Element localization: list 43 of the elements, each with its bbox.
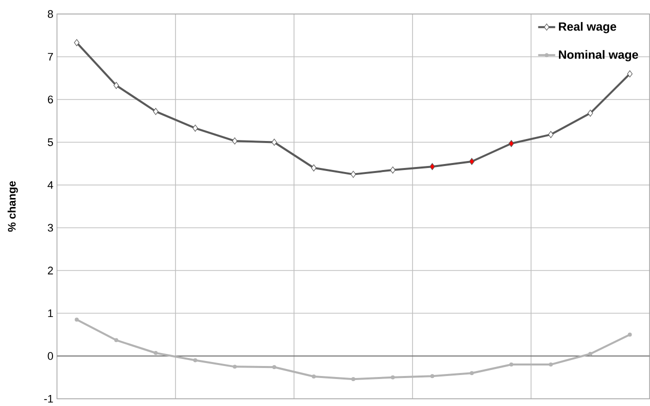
y-tick-label: 6	[48, 96, 53, 104]
point	[627, 70, 633, 78]
point	[628, 332, 632, 337]
y-tick-label: 0	[48, 352, 54, 360]
y-tick-label: 8	[48, 10, 53, 18]
y-tick-label: 1	[48, 310, 53, 318]
y-tick-label: 5	[48, 138, 53, 146]
point	[430, 374, 434, 378]
point	[548, 362, 553, 367]
point	[193, 358, 198, 362]
point	[390, 166, 396, 174]
point	[312, 374, 316, 379]
point	[469, 158, 474, 166]
point	[192, 124, 198, 132]
point	[311, 164, 316, 172]
y-axis-title: % change	[8, 181, 18, 232]
point	[232, 364, 237, 369]
point	[588, 110, 594, 117]
y-tick-label: 4	[48, 181, 54, 189]
point	[509, 362, 514, 367]
point	[114, 82, 119, 89]
legend-label: Real wage	[558, 22, 616, 34]
point	[74, 39, 80, 46]
y-tick-label: 7	[48, 53, 53, 61]
point	[548, 131, 554, 138]
point	[153, 108, 158, 116]
y-tick-label: 2	[48, 266, 53, 274]
point	[351, 377, 356, 382]
point	[272, 365, 276, 370]
point	[470, 371, 474, 376]
point	[114, 338, 118, 342]
y-tick-label: 3	[48, 224, 53, 232]
y-tick-label: -1	[44, 395, 53, 403]
point	[350, 170, 356, 178]
point	[588, 352, 592, 356]
point	[430, 163, 435, 170]
point	[508, 140, 514, 148]
point	[390, 375, 395, 380]
point	[74, 318, 79, 322]
point	[272, 138, 277, 146]
legend-label: Nominal wage	[558, 50, 638, 62]
point	[154, 351, 158, 356]
point	[232, 138, 238, 145]
